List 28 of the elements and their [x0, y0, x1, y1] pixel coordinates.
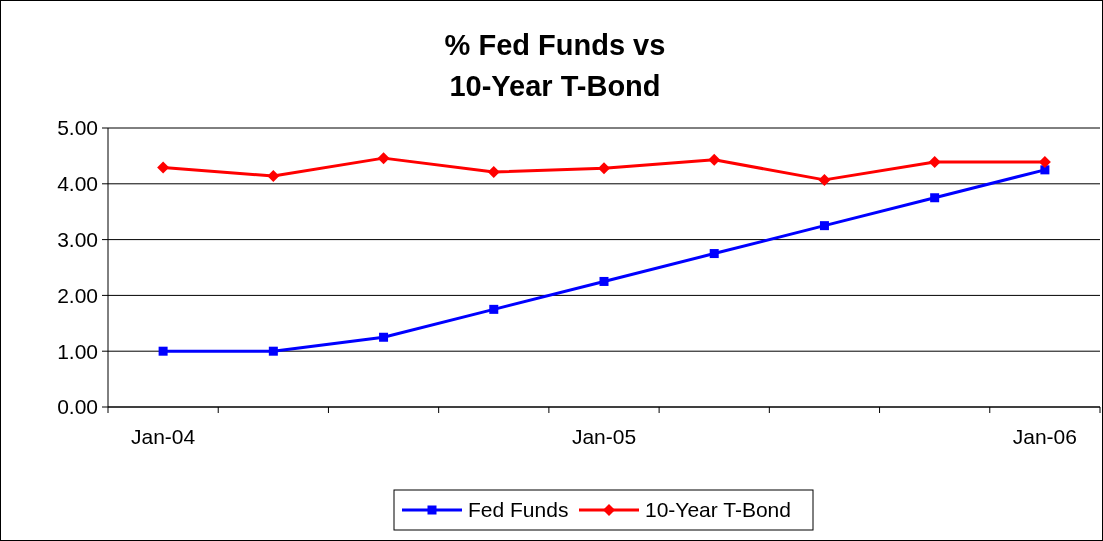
- point: [377, 152, 390, 165]
- point: [819, 221, 829, 231]
- point: [708, 153, 721, 166]
- point: [489, 304, 499, 314]
- point: [158, 346, 168, 356]
- point: [268, 346, 278, 356]
- point: [157, 161, 170, 174]
- point: [928, 156, 941, 169]
- point: [598, 162, 610, 175]
- legend-label: 10-Year T-Bond: [645, 498, 791, 522]
- y-tick-label: 5.00: [57, 116, 98, 140]
- point: [930, 193, 940, 203]
- point: [599, 276, 609, 286]
- point: [267, 169, 280, 182]
- y-tick-label: 1.00: [57, 339, 98, 363]
- point: [709, 249, 719, 259]
- point: [487, 166, 500, 179]
- chart-title: % Fed Funds vs 10-Year T-Bond: [444, 29, 666, 102]
- x-tick-label: Jan-05: [571, 425, 637, 448]
- legend-label: Fed Funds: [468, 498, 569, 522]
- y-tick-label: 2.00: [57, 283, 98, 307]
- y-tick-label: 3.00: [57, 227, 98, 251]
- y-tick-label: 4.00: [57, 172, 98, 196]
- point: [818, 173, 831, 186]
- x-tick-label: Jan-04: [131, 425, 196, 448]
- point: [379, 332, 389, 342]
- x-tick-label: Jan-06: [1012, 425, 1077, 448]
- y-tick-label: 0.00: [57, 395, 98, 419]
